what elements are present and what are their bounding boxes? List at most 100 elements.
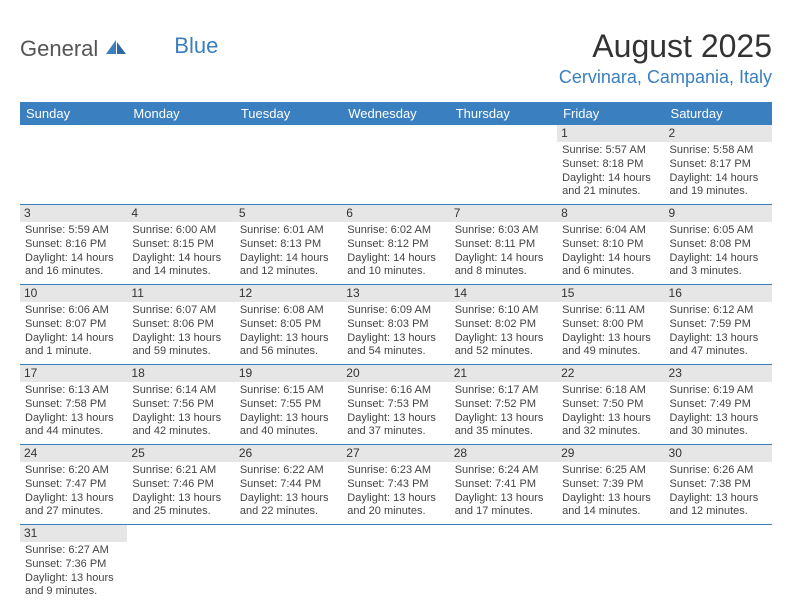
calendar-cell: 4Sunrise: 6:00 AMSunset: 8:15 PMDaylight… (127, 205, 234, 285)
cell-sunrise: Sunrise: 6:01 AM (240, 224, 337, 238)
calendar-cell: 18Sunrise: 6:14 AMSunset: 7:56 PMDayligh… (127, 365, 234, 445)
day-number: 30 (665, 445, 772, 462)
cell-daylight2: and 12 minutes. (240, 265, 337, 279)
calendar-cell (665, 525, 772, 605)
logo: General Blue (20, 28, 218, 62)
cell-sunrise: Sunrise: 6:06 AM (25, 304, 122, 318)
cell-daylight1: Daylight: 13 hours (25, 492, 122, 506)
cell-sunset: Sunset: 7:44 PM (240, 478, 337, 492)
day-number: 17 (20, 365, 127, 382)
calendar-cell (342, 125, 449, 205)
calendar-cell (20, 125, 127, 205)
cell-sunrise: Sunrise: 6:12 AM (670, 304, 767, 318)
cell-sunrise: Sunrise: 6:24 AM (455, 464, 552, 478)
cell-daylight1: Daylight: 13 hours (670, 492, 767, 506)
calendar-cell (127, 125, 234, 205)
calendar-week-row: 10 Sunrise: 6:06 AMSunset: 8:07 PM Dayligh… (20, 285, 772, 365)
cell-daylight1: Daylight: 13 hours (347, 412, 444, 426)
calendar-cell: 20Sunrise: 6:16 AMSunset: 7:53 PMDayligh… (342, 365, 449, 445)
calendar-cell (557, 525, 664, 605)
calendar-cell: 12Sunrise: 6:08 AMSunset: 8:05 PMDayligh… (235, 285, 342, 365)
logo-word-general: General (20, 36, 98, 62)
day-number: 6 (342, 205, 449, 222)
day-number: 9 (665, 205, 772, 222)
day-number: 12 (235, 285, 342, 302)
cell-daylight2: and 54 minutes. (347, 345, 444, 359)
day-number: 23 (665, 365, 772, 382)
cell-sunset: Sunset: 8:07 PM (25, 318, 122, 332)
calendar-week-row: 31Sunrise: 6:27 AMSunset: 7:36 PMDayligh… (20, 525, 772, 605)
cell-daylight2: and 22 minutes. (240, 505, 337, 519)
cell-sunset: Sunset: 8:06 PM (132, 318, 229, 332)
day-number: 20 (342, 365, 449, 382)
cell-daylight2: and 49 minutes. (562, 345, 659, 359)
cell-sunset: Sunset: 7:50 PM (562, 398, 659, 412)
cell-daylight1: Daylight: 14 hours (240, 252, 337, 266)
calendar-table: Sunday Monday Tuesday Wednesday Thursday… (20, 102, 772, 604)
calendar-cell: 23Sunrise: 6:19 AMSunset: 7:49 PMDayligh… (665, 365, 772, 445)
weekday-header: Wednesday (342, 102, 449, 125)
calendar-cell: 24 Sunrise: 6:20 AMSunset: 7:47 PMDayligh… (20, 445, 127, 525)
cell-sunset: Sunset: 8:13 PM (240, 238, 337, 252)
cell-sunset: Sunset: 7:38 PM (670, 478, 767, 492)
cell-sunset: Sunset: 7:47 PM (25, 478, 122, 492)
cell-sunrise: Sunrise: 6:15 AM (240, 384, 337, 398)
day-number: 31 (20, 525, 127, 542)
day-number: 4 (127, 205, 234, 222)
cell-sunrise: Sunrise: 6:20 AM (25, 464, 122, 478)
calendar-cell: 9Sunrise: 6:05 AMSunset: 8:08 PMDaylight… (665, 205, 772, 285)
cell-daylight1: Daylight: 13 hours (455, 412, 552, 426)
cell-sunset: Sunset: 7:58 PM (25, 398, 122, 412)
cell-daylight2: and 17 minutes. (455, 505, 552, 519)
calendar-cell: 8Sunrise: 6:04 AMSunset: 8:10 PMDaylight… (557, 205, 664, 285)
cell-sunset: Sunset: 7:52 PM (455, 398, 552, 412)
day-number: 5 (235, 205, 342, 222)
calendar-cell (450, 525, 557, 605)
cell-sunrise: Sunrise: 6:21 AM (132, 464, 229, 478)
day-number: 24 (20, 445, 127, 462)
cell-sunrise: Sunrise: 6:26 AM (670, 464, 767, 478)
calendar-cell: 29Sunrise: 6:25 AMSunset: 7:39 PMDayligh… (557, 445, 664, 525)
cell-daylight1: Daylight: 13 hours (25, 572, 122, 586)
cell-sunrise: Sunrise: 5:59 AM (25, 224, 122, 238)
cell-sunset: Sunset: 8:02 PM (455, 318, 552, 332)
calendar-cell: 10Sunrise: 6:06 AMSunset: 8:07 PMDayligh… (20, 285, 127, 365)
calendar-cell (450, 125, 557, 205)
cell-daylight1: Daylight: 13 hours (455, 332, 552, 346)
cell-daylight2: and 21 minutes. (562, 185, 659, 199)
cell-daylight1: Daylight: 13 hours (132, 332, 229, 346)
cell-sunset: Sunset: 8:08 PM (670, 238, 767, 252)
cell-daylight2: and 52 minutes. (455, 345, 552, 359)
day-number: 18 (127, 365, 234, 382)
cell-sunset: Sunset: 7:49 PM (670, 398, 767, 412)
cell-daylight2: and 16 minutes. (25, 265, 122, 279)
cell-daylight2: and 14 minutes. (132, 265, 229, 279)
calendar-week-row: 3Sunrise: 5:59 AMSunset: 8:16 PMDaylight… (20, 205, 772, 285)
cell-sunset: Sunset: 7:55 PM (240, 398, 337, 412)
cell-daylight2: and 10 minutes. (347, 265, 444, 279)
day-number: 14 (450, 285, 557, 302)
cell-daylight1: Daylight: 14 hours (455, 252, 552, 266)
calendar-week-row: 1Sunrise: 5:57 AMSunset: 8:18 PMDaylight… (20, 125, 772, 205)
page-title: August 2025 (559, 28, 772, 65)
cell-daylight1: Daylight: 13 hours (132, 492, 229, 506)
day-number: 13 (342, 285, 449, 302)
cell-daylight1: Daylight: 13 hours (132, 412, 229, 426)
day-number: 2 (665, 125, 772, 142)
cell-sunrise: Sunrise: 5:57 AM (562, 144, 659, 158)
cell-daylight1: Daylight: 14 hours (562, 172, 659, 186)
calendar-cell: 30 Sunrise: 6:26 AMSunset: 7:38 PMDayligh… (665, 445, 772, 525)
cell-sunrise: Sunrise: 6:00 AM (132, 224, 229, 238)
cell-sunrise: Sunrise: 6:14 AM (132, 384, 229, 398)
calendar-cell: 5 Sunrise: 6:01 AMSunset: 8:13 PMDaylight… (235, 205, 342, 285)
calendar-cell (235, 525, 342, 605)
cell-daylight1: Daylight: 14 hours (132, 252, 229, 266)
cell-daylight1: Daylight: 13 hours (347, 492, 444, 506)
cell-sunrise: Sunrise: 6:02 AM (347, 224, 444, 238)
calendar-cell: 28Sunrise: 6:24 AMSunset: 7:41 PMDayligh… (450, 445, 557, 525)
day-number: 10 (20, 285, 127, 302)
cell-sunrise: Sunrise: 6:04 AM (562, 224, 659, 238)
day-number: 1 (557, 125, 664, 142)
day-number: 21 (450, 365, 557, 382)
cell-daylight1: Daylight: 14 hours (25, 252, 122, 266)
